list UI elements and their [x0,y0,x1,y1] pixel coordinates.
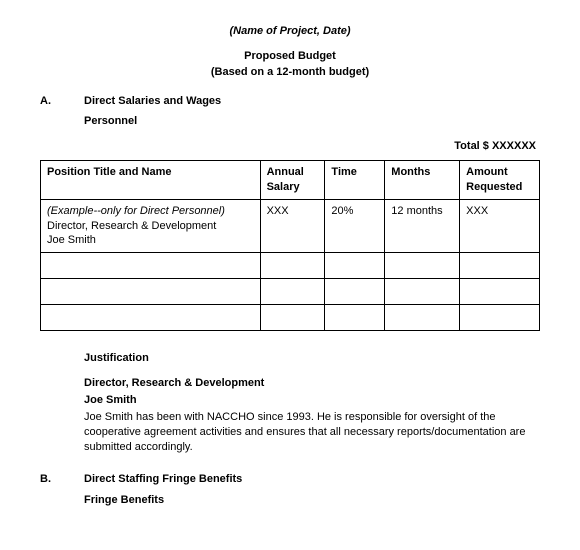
cell-time: 20% [325,199,385,253]
empty-cell [260,253,325,279]
cell-amount: XXX [460,199,540,253]
empty-cell [41,305,261,331]
section-b-letter: B. [40,472,84,487]
project-placeholder: (Name of Project, Date) [40,24,540,39]
table-row [41,305,540,331]
col-amount: Amount Requested [460,161,540,200]
empty-cell [460,253,540,279]
empty-cell [260,279,325,305]
section-b-title: Direct Staffing Fringe Benefits [84,472,242,487]
section-a-total: Total $ XXXXXX [40,139,540,154]
empty-cell [460,305,540,331]
position-line1: Director, Research & Development [47,220,216,232]
empty-cell [385,253,460,279]
cell-salary: XXX [260,199,325,253]
empty-cell [41,279,261,305]
empty-cell [325,279,385,305]
document-header: (Name of Project, Date) Proposed Budget … [40,24,540,80]
col-position: Position Title and Name [41,161,261,200]
empty-cell [385,279,460,305]
section-a-title: Direct Salaries and Wages [84,94,221,109]
justification-text: Joe Smith has been with NACCHO since 199… [84,410,540,455]
justification-block: Justification Director, Research & Devel… [84,351,540,454]
section-b-sub: Fringe Benefits [84,493,540,508]
cell-position: (Example--only for Direct Personnel) Dir… [41,199,261,253]
justification-person: Joe Smith [84,393,540,408]
empty-cell [460,279,540,305]
table-row: (Example--only for Direct Personnel) Dir… [41,199,540,253]
example-note: (Example--only for Direct Personnel) [47,205,225,217]
justification-label: Justification [84,351,540,366]
table-row [41,253,540,279]
empty-cell [325,253,385,279]
proposed-budget-title: Proposed Budget [40,49,540,64]
col-months: Months [385,161,460,200]
section-a-header: A. Direct Salaries and Wages [40,94,540,109]
position-line2: Joe Smith [47,234,96,246]
col-salary: Annual Salary [260,161,325,200]
empty-cell [260,305,325,331]
col-time: Time [325,161,385,200]
table-header-row: Position Title and Name Annual Salary Ti… [41,161,540,200]
section-a-sub: Personnel [84,114,540,129]
empty-cell [385,305,460,331]
personnel-table: Position Title and Name Annual Salary Ti… [40,160,540,331]
empty-cell [325,305,385,331]
empty-cell [41,253,261,279]
section-a-letter: A. [40,94,84,109]
section-b-header: B. Direct Staffing Fringe Benefits [40,472,540,487]
cell-months: 12 months [385,199,460,253]
proposed-budget-subtitle: (Based on a 12-month budget) [40,65,540,80]
table-row [41,279,540,305]
justification-name: Director, Research & Development [84,376,540,391]
